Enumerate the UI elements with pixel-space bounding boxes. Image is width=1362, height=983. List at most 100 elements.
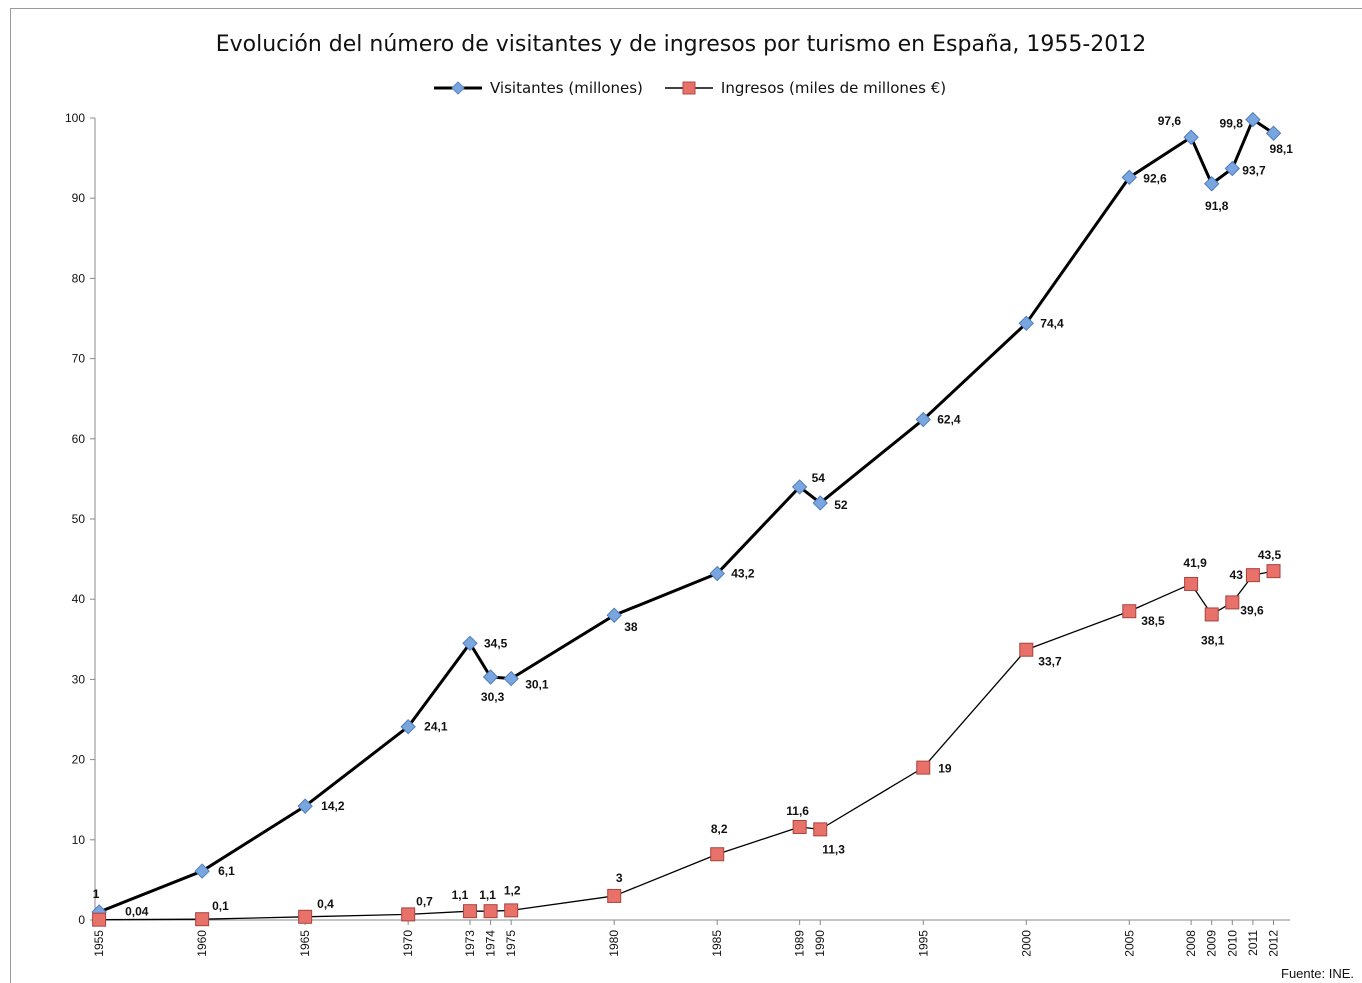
chart-legend: Visitantes (millones) Ingresos (miles de…	[434, 77, 968, 99]
data-point-visitantes	[812, 495, 828, 511]
data-point-ingresos	[195, 912, 210, 927]
x-tick-label: 2012	[1267, 930, 1281, 957]
data-label-ingresos: 33,7	[1038, 655, 1062, 669]
data-label-ingresos: 0,04	[125, 905, 149, 919]
legend-square-marker	[664, 81, 713, 95]
y-tick-label: 100	[65, 111, 85, 125]
data-label-ingresos: 38,1	[1201, 633, 1225, 647]
source-note: Fuente: INE.	[1281, 966, 1354, 981]
data-label-visitantes: 97,6	[1158, 114, 1182, 128]
data-point-ingresos	[462, 904, 477, 919]
data-point-visitantes	[1183, 129, 1199, 145]
data-label-visitantes: 1	[93, 887, 100, 901]
legend-item-ingresos: Ingresos (miles de millones €)	[664, 79, 947, 97]
legend-item-visitantes: Visitantes (millones)	[434, 79, 643, 97]
x-tick-label: 2000	[1019, 930, 1033, 957]
data-label-visitantes: 30,1	[525, 678, 549, 692]
data-label-ingresos: 41,9	[1183, 556, 1207, 570]
data-label-ingresos: 11,6	[786, 804, 809, 818]
data-label-ingresos: 0,4	[317, 897, 334, 911]
data-point-visitantes	[1245, 111, 1261, 128]
x-tick-label: 2011	[1246, 930, 1260, 956]
data-label-visitantes: 62,4	[937, 413, 961, 427]
data-label-visitantes: 14,2	[321, 799, 345, 813]
data-point-ingresos	[1225, 595, 1240, 610]
y-tick-label: 10	[72, 833, 86, 847]
x-tick-label: 1990	[813, 930, 827, 957]
series-line-ingresos	[99, 570, 1274, 921]
data-label-ingresos: 1,2	[504, 883, 521, 897]
x-tick-label: 2009	[1205, 930, 1219, 957]
data-point-visitantes	[503, 670, 519, 687]
data-label-visitantes: 38	[624, 620, 638, 634]
data-point-ingresos	[1019, 642, 1034, 657]
data-point-ingresos	[1122, 604, 1137, 619]
x-tick-label: 1965	[298, 930, 312, 957]
data-label-ingresos: 1,1	[452, 888, 469, 902]
data-point-visitantes	[1121, 169, 1138, 186]
data-label-ingresos: 19	[938, 762, 952, 776]
x-tick-label: 1955	[92, 930, 106, 957]
y-tick-label: 70	[72, 352, 86, 366]
x-tick-label: 1960	[195, 930, 209, 957]
data-label-ingresos: 0,7	[416, 894, 433, 908]
data-point-visitantes	[462, 635, 478, 652]
y-tick-label: 50	[72, 512, 86, 526]
data-label-visitantes: 98,1	[1270, 142, 1294, 156]
data-point-visitantes	[1265, 125, 1282, 141]
data-point-ingresos	[710, 847, 725, 862]
data-point-ingresos	[607, 888, 622, 903]
data-point-ingresos	[1245, 568, 1260, 583]
x-tick-label: 2005	[1122, 930, 1136, 957]
y-tick-label: 90	[72, 191, 86, 205]
y-tick-label: 30	[72, 672, 86, 686]
x-tick-label: 1985	[710, 930, 724, 957]
data-point-visitantes	[194, 863, 210, 879]
data-label-ingresos: 8,2	[711, 822, 728, 836]
data-label-ingresos: 43	[1230, 568, 1244, 582]
x-tick-label: 2008	[1184, 930, 1198, 957]
data-point-visitantes	[1224, 160, 1241, 177]
data-point-ingresos	[792, 819, 807, 834]
y-tick-label: 20	[72, 753, 86, 767]
y-tick-label: 80	[72, 271, 86, 285]
data-label-visitantes: 54	[812, 471, 826, 485]
data-point-visitantes	[482, 669, 499, 685]
data-label-visitantes: 91,8	[1205, 199, 1229, 213]
y-tick-label: 60	[72, 432, 86, 446]
data-point-visitantes	[791, 479, 808, 495]
data-label-visitantes: 92,6	[1143, 171, 1167, 185]
y-tick-label: 40	[72, 592, 86, 606]
x-tick-label: 1989	[793, 930, 807, 957]
series-line-visitantes	[98, 118, 1275, 914]
data-point-visitantes	[1203, 176, 1220, 192]
x-tick-label: 1974	[484, 930, 498, 957]
data-point-visitantes	[400, 719, 416, 735]
data-label-ingresos: 11,3	[822, 842, 845, 856]
data-label-ingresos: 1,1	[479, 888, 496, 902]
legend-diamond-marker	[434, 81, 482, 95]
data-point-visitantes	[297, 798, 313, 814]
x-tick-label: 1973	[463, 930, 477, 957]
x-tick-label: 1970	[401, 930, 415, 957]
data-label-ingresos: 43,5	[1258, 548, 1282, 562]
data-label-visitantes: 93,7	[1242, 164, 1266, 178]
y-tick-label: 0	[78, 913, 85, 927]
x-tick-label: 1980	[607, 930, 621, 957]
data-label-visitantes: 43,2	[731, 567, 755, 581]
data-point-ingresos	[92, 912, 107, 927]
data-point-ingresos	[483, 904, 498, 919]
data-label-ingresos: 0,1	[212, 899, 229, 913]
data-point-ingresos	[1184, 576, 1199, 591]
data-label-ingresos: 38,5	[1141, 614, 1165, 628]
data-label-ingresos: 39,6	[1240, 603, 1264, 617]
data-point-ingresos	[813, 822, 828, 837]
data-point-ingresos	[916, 760, 931, 775]
data-label-visitantes: 24,1	[424, 720, 448, 734]
x-tick-label: 2010	[1225, 930, 1239, 957]
data-point-visitantes	[915, 411, 931, 428]
data-label-visitantes: 6,1	[218, 864, 235, 878]
data-label-visitantes: 30,3	[481, 690, 505, 704]
x-tick-label: 1975	[504, 930, 518, 957]
legend-label-ingresos: Ingresos (miles de millones €)	[720, 79, 947, 97]
